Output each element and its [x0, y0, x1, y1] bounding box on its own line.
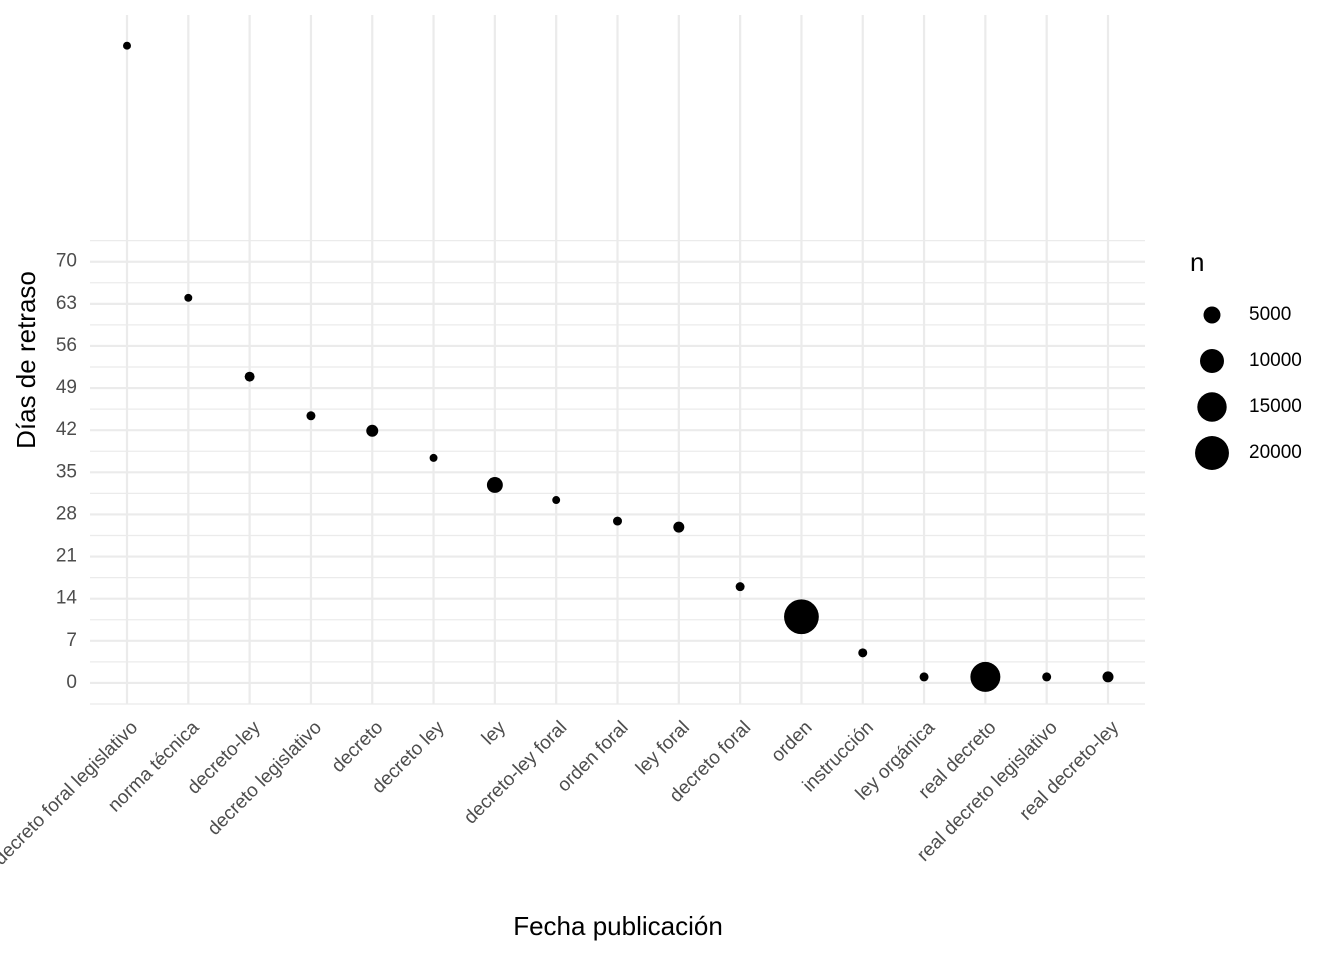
y-tick-label: 21 — [56, 546, 77, 567]
point — [429, 453, 438, 462]
y-tick-label: 35 — [56, 461, 77, 482]
y-tick-label: 63 — [56, 293, 77, 314]
legend-key — [1200, 349, 1224, 373]
point — [552, 496, 561, 504]
point — [858, 648, 868, 658]
legend-key — [1197, 392, 1227, 422]
point — [1102, 671, 1114, 683]
point — [366, 424, 379, 437]
point — [970, 661, 1001, 692]
legend-label: 15000 — [1249, 396, 1302, 417]
x-tick-label: orden — [767, 717, 816, 766]
x-tick-label: decreto — [328, 717, 388, 777]
point — [784, 599, 819, 635]
point — [919, 672, 929, 682]
legend-label: 10000 — [1249, 350, 1302, 371]
point — [735, 582, 745, 592]
point — [123, 41, 131, 50]
point — [486, 477, 503, 493]
y-tick-label: 42 — [56, 419, 77, 440]
x-tick-label: decreto legislativo — [204, 717, 326, 839]
point — [673, 521, 685, 533]
x-tick-label: decreto-ley foral — [460, 717, 571, 828]
y-tick-label: 28 — [56, 503, 77, 524]
legend-key — [1195, 436, 1229, 470]
x-tick-label: ley — [478, 717, 510, 749]
legend-title: n — [1190, 247, 1204, 277]
point — [1042, 672, 1052, 682]
x-axis-title: Fecha publicación — [513, 911, 723, 941]
y-tick-label: 70 — [56, 251, 77, 272]
point — [244, 371, 255, 382]
legend-label: 20000 — [1249, 442, 1302, 463]
y-tick-label: 49 — [56, 377, 77, 398]
y-tick-label: 56 — [56, 335, 77, 356]
y-tick-label: 14 — [56, 588, 78, 609]
point — [613, 516, 622, 526]
legend-key — [1203, 306, 1221, 324]
x-tick-label: ley foral — [632, 717, 694, 779]
y-tick-label: 0 — [66, 672, 77, 693]
point — [184, 293, 193, 302]
legend-label: 5000 — [1249, 304, 1291, 325]
point — [306, 411, 316, 421]
y-tick-label: 7 — [66, 630, 77, 651]
y-axis-title: Días de retraso — [11, 271, 41, 449]
